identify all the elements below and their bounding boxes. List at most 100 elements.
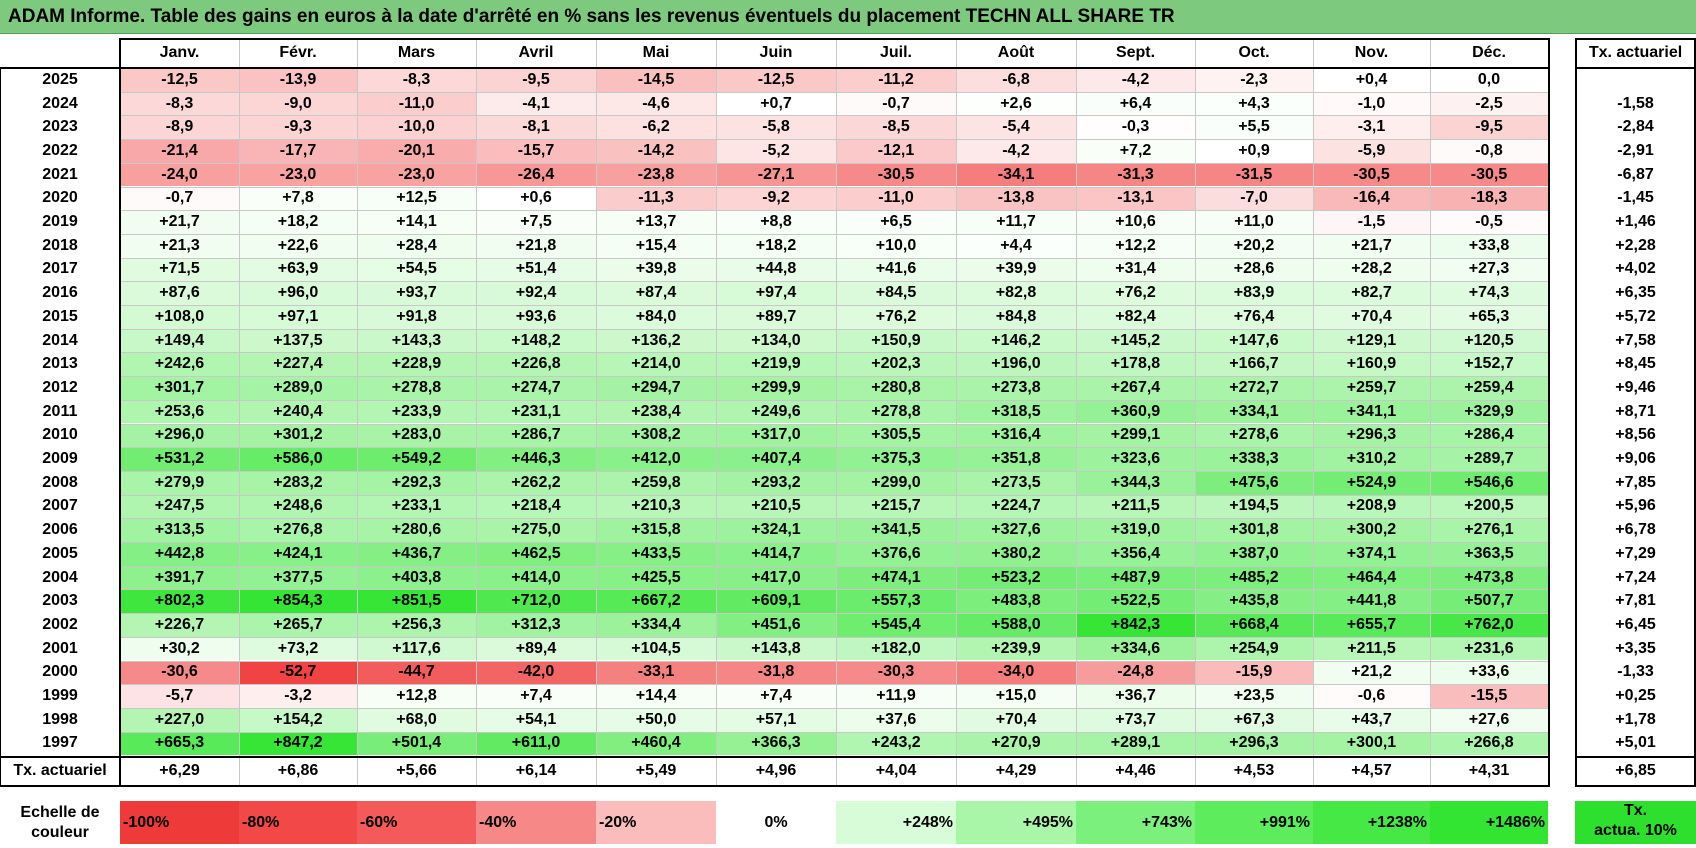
- table-cell: +231,1: [476, 399, 596, 424]
- table-cell: -31,5: [1195, 162, 1313, 187]
- legend-rate-swatch: Tx. actua. 10%: [1575, 801, 1696, 844]
- table-cell: +272,7: [1195, 376, 1313, 400]
- table-cell: -13,9: [239, 68, 357, 92]
- table-cell: +441,8: [1313, 589, 1430, 614]
- row-year-label: 2010: [42, 426, 78, 444]
- table-cell: +286,7: [476, 423, 596, 448]
- table-cell: +89,4: [476, 636, 596, 661]
- table-cell: +154,2: [239, 707, 357, 732]
- table-cell: +149,4: [120, 328, 239, 353]
- month-header: Mars: [397, 44, 436, 61]
- row-rate-cell: -1,45: [1617, 189, 1654, 207]
- table-cell: +13,7: [596, 210, 716, 234]
- row-year-label: 2007: [42, 497, 78, 515]
- month-header: Janv.: [159, 44, 200, 61]
- table-cell: +96,0: [239, 281, 357, 305]
- table-cell: +73,7: [1076, 707, 1195, 732]
- table-cell: +196,0: [956, 352, 1076, 377]
- table-cell: -2,5: [1430, 91, 1548, 116]
- table-cell: +226,8: [476, 352, 596, 377]
- table-cell: +407,4: [716, 447, 836, 471]
- table-cell: +93,7: [357, 281, 476, 305]
- table-cell: +531,2: [120, 447, 239, 471]
- table-cell: -44,7: [357, 660, 476, 685]
- table-cell: +523,2: [956, 565, 1076, 590]
- table-cell: -20,1: [357, 139, 476, 163]
- table-cell: +215,7: [836, 494, 956, 519]
- table-cell: +299,0: [836, 470, 956, 495]
- table-cell: +267,4: [1076, 376, 1195, 400]
- table-cell: +318,5: [956, 399, 1076, 424]
- page-title: ADAM Informe. Table des gains en euros à…: [8, 6, 1175, 27]
- grid-line: [120, 186, 1548, 188]
- row-rate-cell: +7,85: [1615, 473, 1656, 491]
- table-cell: +5,5: [1195, 115, 1313, 140]
- table-cell: +296,3: [1195, 731, 1313, 756]
- table-cell: +129,1: [1313, 328, 1430, 353]
- table-cell: +262,2: [476, 470, 596, 495]
- grid-line: [120, 707, 1548, 709]
- table-cell: +424,1: [239, 542, 357, 566]
- summary-cell: +4,29: [995, 762, 1037, 780]
- row-rate-cell: +8,56: [1615, 426, 1656, 444]
- row-year-label: 2003: [42, 592, 78, 610]
- row-year-label: 2016: [42, 284, 78, 302]
- grid-line: [120, 684, 1548, 686]
- table-cell: +266,8: [1430, 731, 1548, 756]
- table-cell: -5,2: [716, 139, 836, 163]
- table-cell: +68,0: [357, 707, 476, 732]
- table-cell: +28,2: [1313, 257, 1430, 282]
- table-cell: +317,0: [716, 423, 836, 448]
- table-cell: +387,0: [1195, 542, 1313, 566]
- table-cell: +667,2: [596, 589, 716, 614]
- table-border: [1548, 38, 1550, 786]
- table-cell: -2,3: [1195, 68, 1313, 92]
- table-cell: +360,9: [1076, 399, 1195, 424]
- table-cell: +208,9: [1313, 494, 1430, 519]
- table-cell: -5,9: [1313, 139, 1430, 163]
- grid-line: [120, 328, 1548, 330]
- row-year-label: 2011: [42, 402, 78, 420]
- row-rate-cell: [1575, 68, 1696, 92]
- table-cell: +70,4: [1313, 305, 1430, 329]
- table-cell: +460,4: [596, 731, 716, 756]
- table-cell: +259,7: [1313, 376, 1430, 400]
- table-cell: -14,2: [596, 139, 716, 163]
- table-cell: +338,3: [1195, 447, 1313, 471]
- row-year-label: 2020: [42, 189, 78, 207]
- table-cell: -1,5: [1313, 210, 1430, 234]
- table-border: [0, 756, 1550, 759]
- table-cell: +802,3: [120, 589, 239, 614]
- table-cell: +655,7: [1313, 613, 1430, 637]
- row-year-label: 2000: [42, 663, 78, 681]
- grid-line: [120, 447, 1548, 449]
- row-year-label: 2006: [42, 521, 78, 539]
- table-cell: +231,6: [1430, 636, 1548, 661]
- legend-swatch: +991%: [1195, 801, 1313, 844]
- grid-line: [120, 399, 1548, 401]
- table-cell: +89,7: [716, 305, 836, 329]
- grid-line: [476, 38, 477, 786]
- table-cell: +210,3: [596, 494, 716, 519]
- table-cell: +259,8: [596, 470, 716, 495]
- summary-cell: +4,04: [875, 762, 917, 780]
- table-cell: +21,8: [476, 233, 596, 258]
- row-year-label: 2008: [42, 473, 78, 491]
- table-cell: +22,6: [239, 233, 357, 258]
- table-cell: +273,5: [956, 470, 1076, 495]
- table-cell: -52,7: [239, 660, 357, 685]
- month-header: Juin: [759, 44, 793, 61]
- table-cell: -0,3: [1076, 115, 1195, 140]
- table-cell: +279,9: [120, 470, 239, 495]
- table-border: [1575, 785, 1696, 788]
- grid-line: [956, 38, 957, 786]
- legend-swatch: +1238%: [1313, 801, 1430, 844]
- table-cell: +92,4: [476, 281, 596, 305]
- summary-cell: +4,46: [1115, 762, 1156, 780]
- row-year-label: 2009: [42, 450, 78, 468]
- table-cell: +136,2: [596, 328, 716, 353]
- legend-swatch: -20%: [596, 801, 716, 844]
- table-cell: -6,8: [956, 68, 1076, 92]
- grid-line: [596, 38, 597, 786]
- table-cell: -24,0: [120, 162, 239, 187]
